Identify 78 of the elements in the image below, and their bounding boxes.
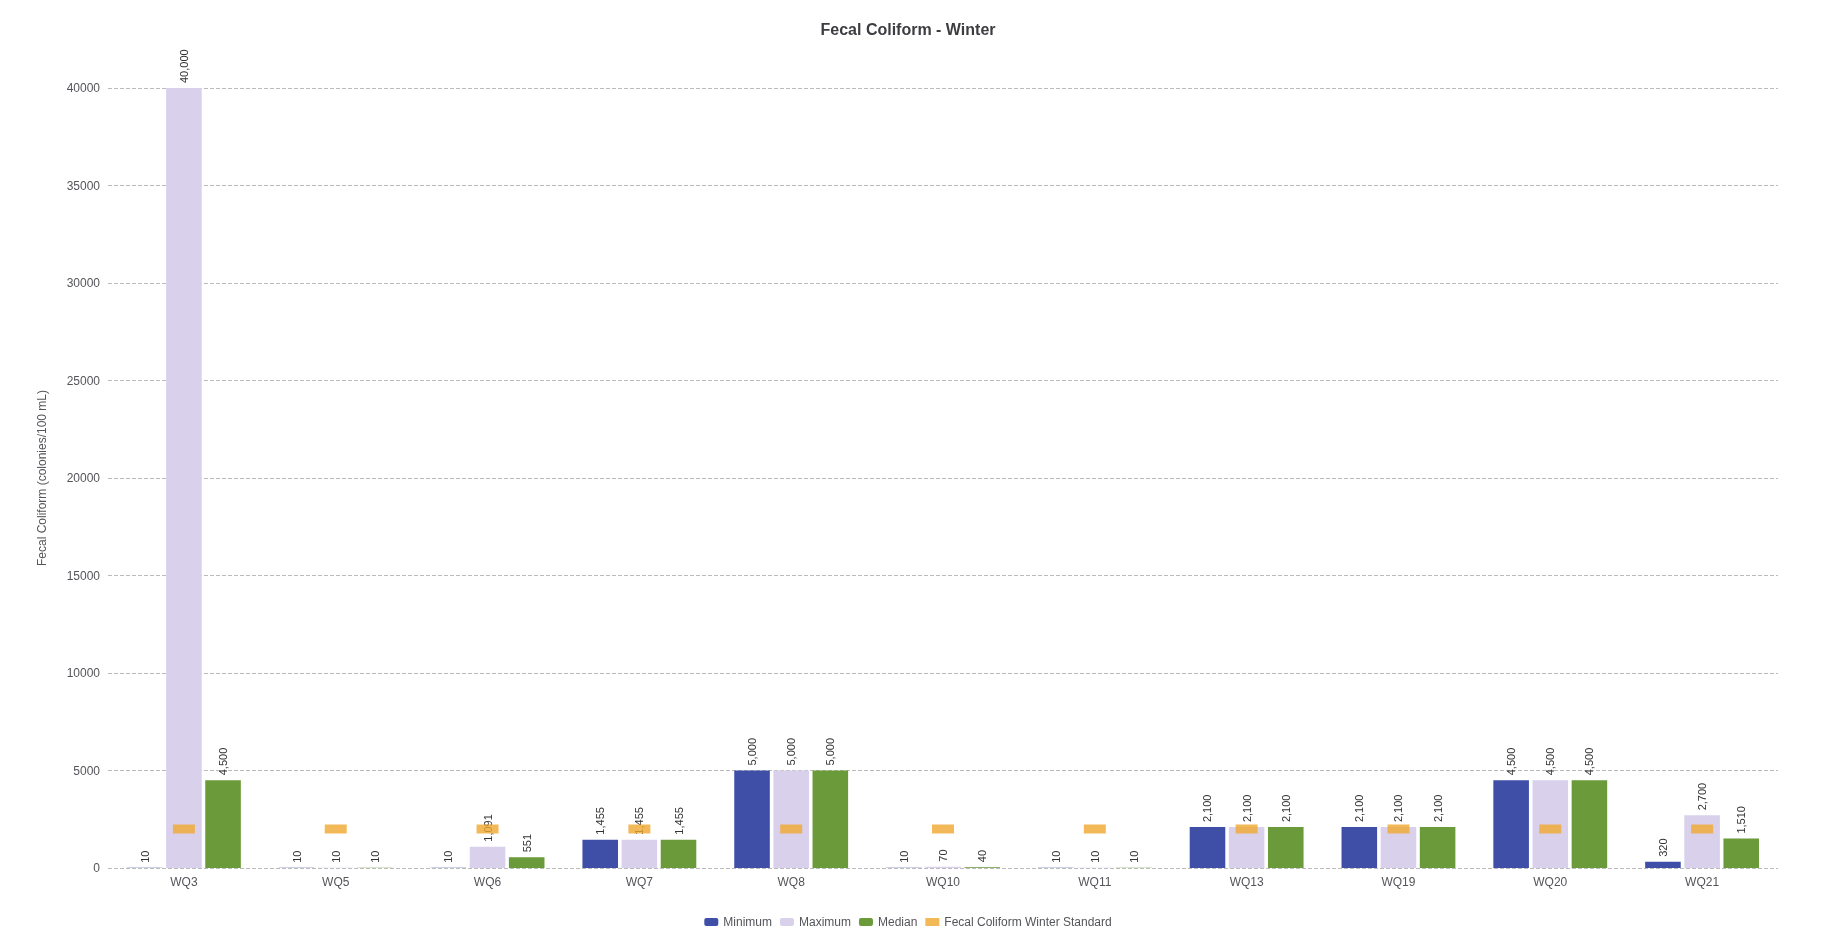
- bar: [660, 839, 697, 868]
- bar: [1419, 827, 1456, 868]
- y-tick-label: 0: [93, 861, 101, 875]
- data-label: 4,500: [1505, 747, 1518, 776]
- data-label: 10: [368, 850, 381, 863]
- data-label: 2,100: [1353, 794, 1366, 823]
- legend-label: Fecal Coliform Winter Standard: [944, 915, 1112, 929]
- y-tick-label: 25000: [66, 373, 101, 388]
- bar: [812, 770, 849, 868]
- bar: [508, 857, 545, 868]
- bar: [621, 839, 658, 868]
- data-label: 10: [1088, 850, 1101, 863]
- x-tick-label: WQ21: [1685, 875, 1720, 889]
- data-label: 10: [1127, 850, 1140, 863]
- bar: [773, 770, 809, 868]
- data-label: 2,100: [1201, 794, 1214, 823]
- legend-label: Median: [877, 915, 918, 929]
- legend-label: Minimum: [723, 915, 772, 929]
- bar: [1723, 838, 1760, 868]
- x-tick-label: WQ10: [925, 875, 961, 889]
- bar: [469, 846, 506, 868]
- y-tick-label: 35000: [66, 178, 101, 193]
- data-label: 40: [976, 849, 989, 863]
- x-tick-label: WQ6: [473, 875, 502, 889]
- data-label: 1,091: [481, 814, 494, 842]
- data-label: 10: [138, 850, 151, 863]
- data-label: 4,500: [217, 747, 230, 776]
- bar: [166, 88, 202, 868]
- bar: [734, 770, 770, 868]
- x-tick-label: WQ5: [322, 875, 350, 889]
- data-label: 1,455: [633, 807, 646, 835]
- data-label: 10: [897, 850, 910, 863]
- y-tick-label: 20000: [66, 471, 101, 485]
- bar: [1189, 827, 1226, 868]
- data-label: 1,455: [594, 807, 607, 835]
- data-label: 2,100: [1279, 794, 1292, 823]
- data-label: 5,000: [746, 737, 759, 766]
- bar: [205, 780, 241, 868]
- x-tick-label: WQ3: [170, 875, 198, 889]
- data-label: 10: [1049, 850, 1062, 863]
- chart-title: Fecal Coliform - Winter: [820, 20, 996, 38]
- data-label: 4,500: [1583, 747, 1596, 776]
- data-label: 5,000: [824, 737, 837, 766]
- data-label: 2,700: [1696, 782, 1709, 811]
- data-label: 551: [520, 833, 533, 853]
- bar: [1571, 780, 1608, 868]
- data-label: 2,100: [1392, 794, 1405, 823]
- x-tick-label: WQ13: [1229, 875, 1264, 889]
- y-axis-title: Fecal Coliform (colonies/100 mL): [35, 389, 49, 567]
- data-label: 70: [937, 849, 949, 862]
- data-label: 1,510: [1735, 806, 1748, 834]
- y-tick-label: 5000: [73, 763, 101, 778]
- data-label: 1,455: [672, 807, 685, 835]
- data-label: 10: [290, 850, 303, 863]
- legend-label: Maximum: [798, 915, 851, 929]
- y-tick-label: 10000: [66, 666, 101, 680]
- x-tick-label: WQ19: [1381, 875, 1416, 889]
- y-tick-label: 15000: [66, 568, 101, 583]
- x-tick-label: WQ8: [777, 875, 806, 889]
- x-tick-label: WQ7: [625, 875, 654, 889]
- data-label: 2,100: [1431, 794, 1444, 823]
- bar: [1532, 780, 1569, 868]
- bar: [1645, 861, 1681, 868]
- x-tick-label: WQ20: [1533, 875, 1568, 889]
- x-tick-label: WQ11: [1078, 875, 1112, 889]
- data-label: 2,100: [1240, 794, 1253, 823]
- bar: [582, 839, 619, 868]
- y-tick-label: 30000: [66, 276, 101, 290]
- data-label: 5,000: [785, 737, 798, 766]
- bar: [1267, 827, 1304, 868]
- data-label: 320: [1656, 838, 1669, 857]
- y-tick-label: 40000: [66, 81, 101, 95]
- data-label: 10: [329, 850, 342, 863]
- data-label: 40,000: [177, 49, 190, 83]
- data-label: 10: [442, 850, 455, 863]
- bar: [1493, 780, 1529, 868]
- bar: [1341, 827, 1378, 868]
- data-label: 4,500: [1544, 747, 1557, 776]
